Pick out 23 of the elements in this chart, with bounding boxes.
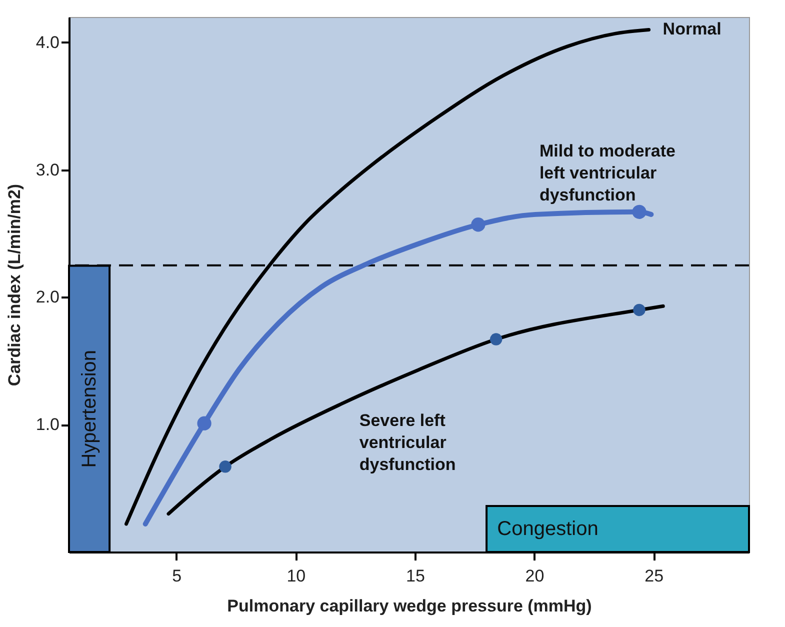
x-tick-label: 5 — [172, 566, 182, 586]
point — [219, 460, 232, 473]
series-label: Severe left ventricular dysfunction — [359, 410, 456, 474]
band-label: Hypertension — [78, 350, 100, 468]
x-tick-label: 25 — [644, 566, 664, 586]
y-tick-label: 2.0 — [36, 288, 60, 307]
point — [197, 416, 212, 430]
x-axis-title: Pulmonary capillary wedge pressure (mmHg) — [227, 596, 592, 616]
y-tick-label: 1.0 — [36, 415, 60, 434]
point — [490, 333, 502, 346]
band-label: Congestion — [497, 518, 598, 540]
x-tick-label: 10 — [286, 566, 306, 586]
point — [632, 204, 646, 219]
line-series — [166, 304, 665, 516]
y-tick-label: 3.0 — [36, 160, 60, 180]
y-tick-label: 4.0 — [36, 32, 60, 52]
point — [471, 218, 486, 232]
x-tick-label: 20 — [525, 566, 544, 586]
point — [633, 304, 646, 316]
series-label: Normal — [662, 20, 722, 39]
x-tick-label: 15 — [406, 566, 425, 586]
y-axis-title: Cardiac index (L/min/m2) — [4, 184, 24, 386]
series-label: Mild to moderate left ventricular dysfunction — [539, 141, 676, 204]
